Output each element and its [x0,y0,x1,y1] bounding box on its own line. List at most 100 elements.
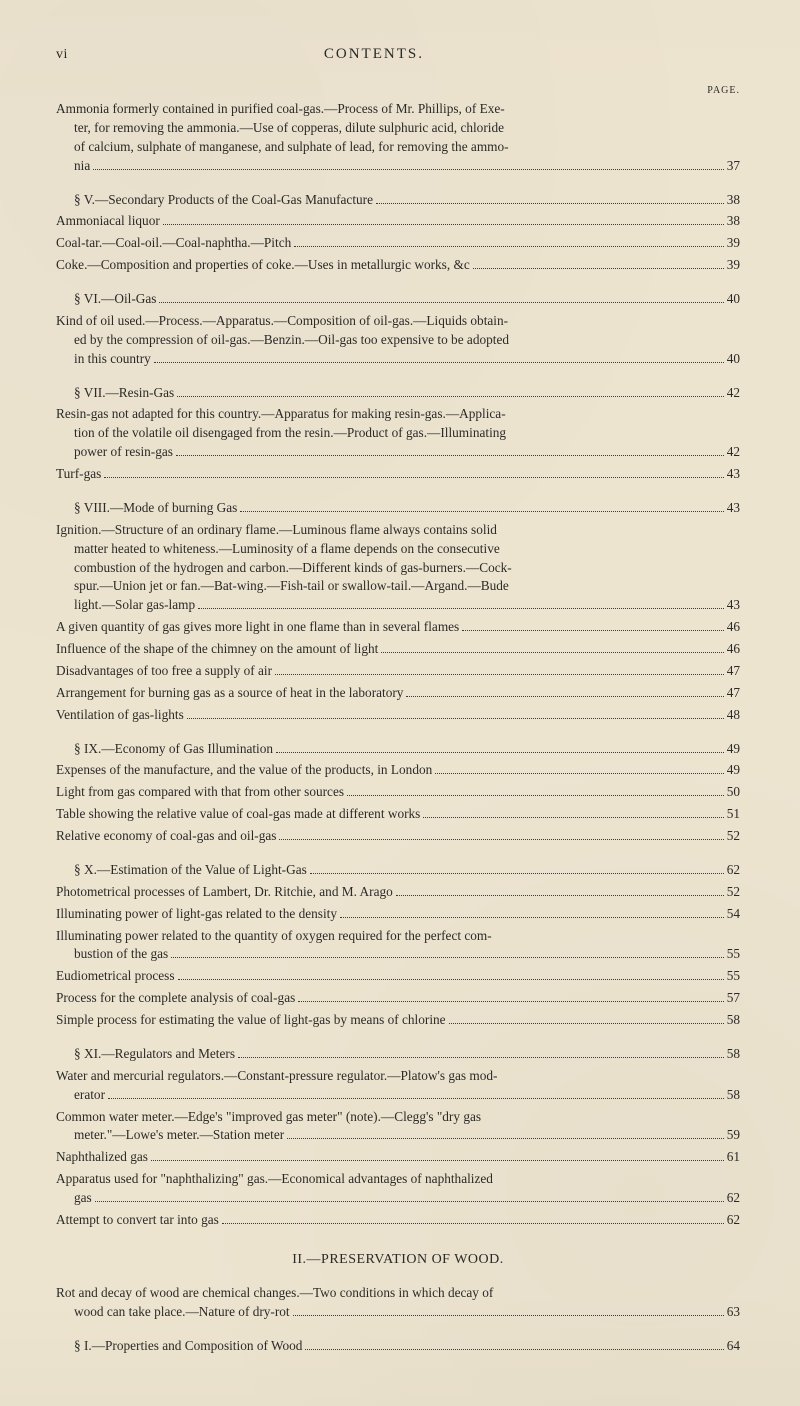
toc-line-last: § VII.—Resin-Gas 42 [56,384,740,403]
toc-leader [423,808,723,818]
toc-page: 62 [727,1189,740,1208]
toc-text: Relative economy of coal-gas and oil-gas [56,827,276,846]
toc-leader [108,1088,724,1098]
toc-entry: § V.—Secondary Products of the Coal-Gas … [56,191,740,210]
toc-entry: A given quantity of gas gives more light… [56,618,740,637]
toc-leader [310,864,724,874]
toc-entry: Kind of oil used.—Process.—Apparatus.—Co… [56,312,740,369]
toc-entry: Common water meter.—Edge's "improved gas… [56,1108,740,1146]
toc-entry: Process for the complete analysis of coa… [56,989,740,1008]
toc-line: Illuminating power related to the quanti… [56,927,740,946]
toc-line: Ammonia formerly contained in purified c… [56,100,740,119]
toc-leader [93,159,723,169]
toc-leader [154,352,724,362]
toc-line-last: meter."—Lowe's meter.—Station meter 59 [56,1126,740,1145]
toc-page: 51 [727,805,740,824]
toc-line-last: Ventilation of gas-lights 48 [56,706,740,725]
toc-text: power of resin-gas [74,443,173,462]
toc-page: 38 [727,191,740,210]
toc-line: Rot and decay of wood are chemical chang… [56,1284,740,1303]
toc-entry: § X.—Estimation of the Value of Light-Ga… [56,861,740,880]
toc-leader [279,830,723,840]
toc-line: matter heated to whiteness.—Luminosity o… [56,540,740,559]
toc-leader [287,1129,724,1139]
toc-leader [222,1214,724,1224]
toc-line-last: § XI.—Regulators and Meters 58 [56,1045,740,1064]
toc-entry: § I.—Properties and Composition of Wood … [56,1337,740,1356]
toc-leader [240,502,723,512]
contents-page: vi CONTENTS. PAGE. Ammonia formerly cont… [0,0,800,1406]
toc-leader [376,193,724,203]
section-gap [56,1325,740,1337]
toc-text: gas [74,1189,92,1208]
toc-page: 40 [727,290,740,309]
toc-text: Eudiometrical process [56,967,175,986]
toc-line-last: Coke.—Composition and properties of coke… [56,256,740,275]
toc-page: 39 [727,234,740,253]
toc-leader [95,1192,724,1202]
toc-text: Light from gas compared with that from o… [56,783,344,802]
section-gap [56,728,740,740]
toc-text: Ammoniacal liquor [56,212,160,231]
toc-entry: § XI.—Regulators and Meters 58 [56,1045,740,1064]
toc-leader [396,885,724,895]
toc-line-last: § V.—Secondary Products of the Coal-Gas … [56,191,740,210]
toc-line-last: Ammoniacal liquor 38 [56,212,740,231]
toc-line-last: Turf-gas 43 [56,465,740,484]
toc-text: Disadvantages of too free a supply of ai… [56,662,272,681]
toc-page: 39 [727,256,740,275]
toc-text: Attempt to convert tar into gas [56,1211,219,1230]
toc-line: ter, for removing the ammonia.—Use of co… [56,119,740,138]
toc-page: 48 [727,706,740,725]
toc-entry: Coal-tar.—Coal-oil.—Coal-naphtha.—Pitch … [56,234,740,253]
toc-entry: Expenses of the manufacture, and the val… [56,761,740,780]
toc-text: § VIII.—Mode of burning Gas [74,499,237,518]
header-row: vi CONTENTS. [56,46,740,63]
toc-leader [435,764,723,774]
toc-entry: Arrangement for burning gas as a source … [56,684,740,703]
toc-entry: Resin-gas not adapted for this country.—… [56,405,740,462]
section-gap [56,372,740,384]
toc-entry: Illuminating power of light-gas related … [56,905,740,924]
toc-entry: Rot and decay of wood are chemical chang… [56,1284,740,1322]
toc-page: 54 [727,905,740,924]
toc-page: 40 [727,350,740,369]
toc-line-last: Photometrical processes of Lambert, Dr. … [56,883,740,902]
toc-line-last: Disadvantages of too free a supply of ai… [56,662,740,681]
toc-text: Influence of the shape of the chimney on… [56,640,378,659]
toc-leader [178,970,724,980]
toc-text: § VI.—Oil-Gas [74,290,156,309]
toc-text: A given quantity of gas gives more light… [56,618,459,637]
toc-line: Ignition.—Structure of an ordinary flame… [56,521,740,540]
toc-page: 55 [727,967,740,986]
toc-leader [406,686,723,696]
toc-page: 64 [727,1337,740,1356]
toc-line: Resin-gas not adapted for this country.—… [56,405,740,424]
toc-line-last: Arrangement for burning gas as a source … [56,684,740,703]
toc-page: 47 [727,684,740,703]
section-gap [56,1033,740,1045]
toc-entry: Influence of the shape of the chimney on… [56,640,740,659]
toc-entry: Turf-gas 43 [56,465,740,484]
toc-entries-part2: Rot and decay of wood are chemical chang… [56,1284,740,1356]
toc-line-last: Eudiometrical process 55 [56,967,740,986]
toc-leader [159,293,723,303]
toc-text: § XI.—Regulators and Meters [74,1045,235,1064]
toc-text: bustion of the gas [74,945,168,964]
toc-page: 58 [727,1045,740,1064]
toc-leader [104,468,723,478]
toc-leader [298,992,723,1002]
toc-line: Apparatus used for "naphthalizing" gas.—… [56,1170,740,1189]
toc-line-last: § I.—Properties and Composition of Wood … [56,1337,740,1356]
toc-line-last: § VI.—Oil-Gas 40 [56,290,740,309]
toc-line-last: light.—Solar gas-lamp 43 [56,596,740,615]
toc-entry: § VI.—Oil-Gas 40 [56,290,740,309]
section-gap [56,487,740,499]
toc-page: 47 [727,662,740,681]
toc-line-last: Illuminating power of light-gas related … [56,905,740,924]
toc-leader [176,446,724,456]
toc-page: 46 [727,640,740,659]
toc-page: 38 [727,212,740,231]
toc-line-last: Naphthalized gas 61 [56,1148,740,1167]
toc-text: Arrangement for burning gas as a source … [56,684,403,703]
